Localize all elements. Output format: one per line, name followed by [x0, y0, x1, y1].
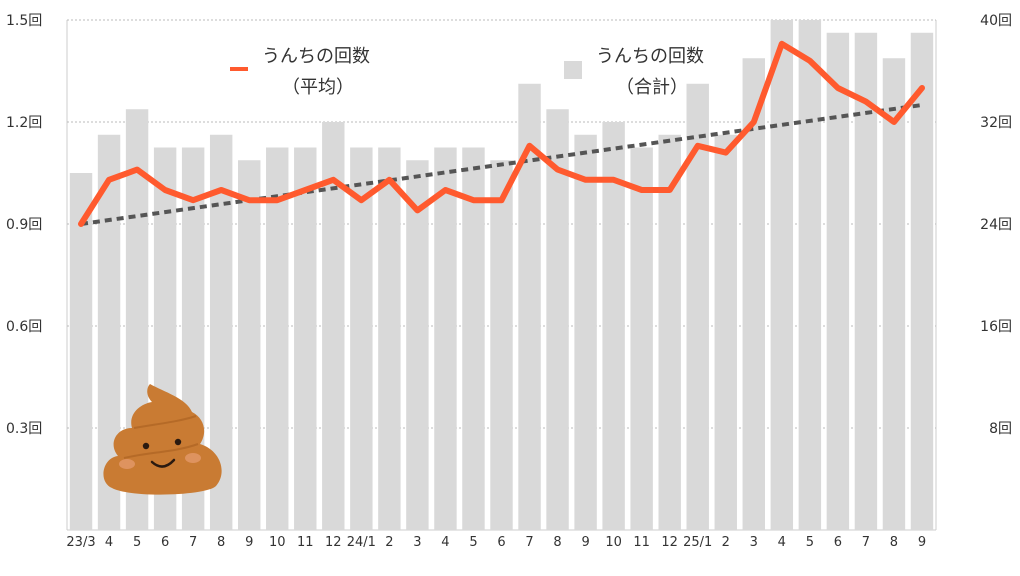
x-axis-tick-label: 7 — [525, 535, 533, 550]
right-axis-tick-label: 8回 — [989, 421, 1012, 437]
poop-icon — [103, 384, 222, 495]
bar — [686, 83, 709, 530]
average-line — [78, 40, 925, 227]
legend-bar-series: うんちの回数 （合計） — [564, 46, 704, 98]
x-axis: 23/3 4 5 6 7 8 9 10 11 12 24/1 2 3 4 5 6 7 8 9 10 11 12 25/1 2 3… — [66, 535, 926, 550]
left-axis-tick-label: 0.3回 — [6, 421, 42, 437]
left-axis-tick-label: 1.5回 — [6, 13, 42, 29]
x-axis-tick-label: 10 — [269, 535, 286, 550]
bar — [770, 20, 794, 530]
x-axis-tick-label: 2 — [722, 535, 730, 550]
left-axis-tick-label: 0.9回 — [6, 217, 42, 233]
legend-line-swatch — [230, 67, 248, 71]
bar — [826, 32, 850, 530]
bar — [434, 147, 457, 530]
x-axis-tick-label: 8 — [890, 535, 898, 550]
x-axis-tick-label: 6 — [497, 535, 505, 550]
bar — [490, 160, 513, 530]
x-axis-tick-label: 12 — [661, 535, 678, 550]
bar — [742, 58, 766, 530]
bar — [854, 32, 878, 530]
x-axis-tick-label: 11 — [633, 535, 650, 550]
x-axis-tick-label: 5 — [806, 535, 814, 550]
bar — [322, 122, 345, 530]
bar — [378, 147, 401, 530]
x-axis-tick-label: 11 — [297, 535, 314, 550]
x-axis-tick-label: 4 — [441, 535, 449, 550]
bar — [602, 122, 625, 530]
x-axis-tick-label: 24/1 — [347, 535, 376, 550]
legend-line-label-2: （平均） — [282, 77, 354, 98]
x-axis-tick-label: 7 — [189, 535, 197, 550]
bar — [882, 58, 906, 530]
left-axis-tick-label: 0.6回 — [6, 319, 42, 335]
legend-line-series: うんちの回数 （平均） — [230, 46, 370, 98]
x-axis-tick-label: 6 — [834, 535, 842, 550]
bar — [294, 147, 317, 530]
left-axis: 0.3回 0.6回 0.9回 1.2回 1.5回 — [6, 13, 42, 437]
bar — [546, 109, 569, 530]
bar — [798, 20, 822, 530]
legend-line-label-1: うんちの回数 — [262, 46, 370, 67]
x-axis-tick-label: 25/1 — [683, 535, 712, 550]
bar — [714, 134, 737, 530]
legend-bar-label-2: （合計） — [616, 77, 688, 98]
bar — [630, 147, 653, 530]
x-axis-tick-label: 3 — [750, 535, 758, 550]
bar — [574, 134, 597, 530]
x-axis-tick-label: 23/3 — [66, 535, 95, 550]
bar — [266, 147, 289, 530]
x-axis-tick-label: 2 — [385, 535, 393, 550]
trendline — [80, 103, 923, 226]
right-axis: 8回 16回 24回 32回 40回 — [980, 13, 1012, 437]
x-axis-tick-label: 3 — [413, 535, 421, 550]
left-axis-tick-label: 1.2回 — [6, 115, 42, 131]
legend-bar-label-1: うんちの回数 — [596, 46, 704, 67]
bar — [462, 147, 485, 530]
right-axis-tick-label: 40回 — [980, 13, 1012, 29]
right-axis-tick-label: 24回 — [980, 217, 1012, 233]
bar — [910, 32, 934, 530]
line-series — [78, 40, 925, 227]
bar — [69, 173, 93, 530]
bar — [518, 83, 541, 530]
bar — [350, 147, 373, 530]
right-axis-tick-label: 16回 — [980, 319, 1012, 335]
bar — [658, 134, 681, 530]
x-axis-tick-label: 4 — [778, 535, 786, 550]
bar — [406, 160, 429, 530]
x-axis-tick-label: 6 — [161, 535, 169, 550]
x-axis-tick-label: 8 — [217, 535, 225, 550]
x-axis-tick-label: 4 — [105, 535, 113, 550]
x-axis-tick-label: 5 — [469, 535, 477, 550]
trendline-path — [80, 103, 923, 226]
bar — [97, 134, 121, 530]
x-axis-tick-label: 7 — [862, 535, 870, 550]
x-axis-tick-label: 5 — [133, 535, 141, 550]
bar — [209, 134, 233, 530]
legend-bar-swatch — [564, 61, 582, 79]
x-axis-tick-label: 10 — [605, 535, 622, 550]
x-axis-tick-label: 9 — [918, 535, 926, 550]
x-axis-tick-label: 8 — [553, 535, 561, 550]
x-axis-tick-label: 12 — [325, 535, 342, 550]
x-axis-tick-label: 9 — [581, 535, 589, 550]
right-axis-tick-label: 32回 — [980, 115, 1012, 131]
x-axis-tick-label: 9 — [245, 535, 253, 550]
bar — [237, 160, 261, 530]
